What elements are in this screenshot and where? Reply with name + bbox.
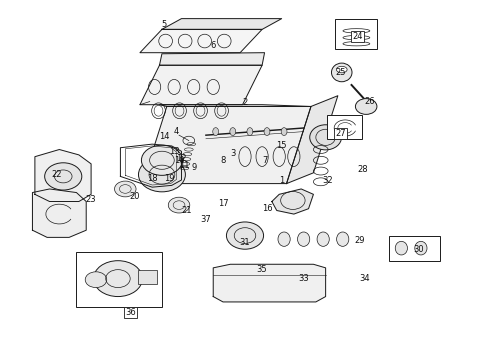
Text: 2: 2 xyxy=(243,98,247,107)
Text: 30: 30 xyxy=(413,246,424,255)
Polygon shape xyxy=(272,189,314,214)
Circle shape xyxy=(355,99,377,114)
Text: 29: 29 xyxy=(355,237,365,246)
Bar xyxy=(335,19,377,49)
Circle shape xyxy=(139,157,185,192)
Text: 25: 25 xyxy=(335,68,345,77)
Text: 22: 22 xyxy=(51,170,62,179)
Circle shape xyxy=(115,181,136,197)
Polygon shape xyxy=(140,65,262,105)
Bar xyxy=(389,235,441,261)
Text: 27: 27 xyxy=(335,129,345,138)
Circle shape xyxy=(94,261,143,297)
Text: 14: 14 xyxy=(159,132,170,141)
Text: 37: 37 xyxy=(200,215,211,224)
Text: 31: 31 xyxy=(240,238,250,247)
Text: 6: 6 xyxy=(211,41,216,50)
Polygon shape xyxy=(287,96,338,184)
Polygon shape xyxy=(159,53,265,65)
Ellipse shape xyxy=(278,232,290,246)
Text: 12: 12 xyxy=(176,154,187,163)
Text: 1: 1 xyxy=(279,176,284,185)
Ellipse shape xyxy=(336,66,347,73)
Ellipse shape xyxy=(264,128,270,135)
Ellipse shape xyxy=(331,63,352,82)
Polygon shape xyxy=(143,107,311,184)
Text: 4: 4 xyxy=(174,127,179,136)
Text: 13: 13 xyxy=(169,147,179,156)
Text: 5: 5 xyxy=(162,19,167,28)
Text: 8: 8 xyxy=(220,156,226,165)
Ellipse shape xyxy=(297,232,310,246)
Ellipse shape xyxy=(337,232,349,246)
Text: 23: 23 xyxy=(86,195,97,204)
Polygon shape xyxy=(35,149,91,202)
Text: 20: 20 xyxy=(130,192,140,201)
Ellipse shape xyxy=(310,125,342,150)
Text: 15: 15 xyxy=(276,141,287,150)
Ellipse shape xyxy=(395,241,408,255)
Circle shape xyxy=(226,222,264,249)
Text: 10: 10 xyxy=(174,156,184,165)
Ellipse shape xyxy=(213,128,219,135)
Ellipse shape xyxy=(247,128,253,135)
Text: 28: 28 xyxy=(357,165,368,174)
Polygon shape xyxy=(162,19,282,30)
Polygon shape xyxy=(32,189,86,237)
Text: 18: 18 xyxy=(147,174,157,183)
Text: 21: 21 xyxy=(181,206,192,215)
Polygon shape xyxy=(140,30,262,53)
Circle shape xyxy=(45,163,82,190)
Circle shape xyxy=(168,197,190,213)
Circle shape xyxy=(85,272,107,288)
Text: 26: 26 xyxy=(364,96,375,105)
Bar xyxy=(76,252,162,307)
Ellipse shape xyxy=(281,128,287,135)
Polygon shape xyxy=(213,264,326,302)
Text: 9: 9 xyxy=(191,163,196,172)
Text: 19: 19 xyxy=(164,174,174,183)
Text: 11: 11 xyxy=(179,161,189,170)
Text: 32: 32 xyxy=(323,176,333,185)
Text: 33: 33 xyxy=(298,274,309,283)
Bar xyxy=(138,270,157,284)
Ellipse shape xyxy=(415,241,427,255)
Text: 24: 24 xyxy=(352,32,363,41)
Bar xyxy=(327,116,362,139)
Text: 34: 34 xyxy=(359,274,370,283)
Text: 35: 35 xyxy=(257,265,268,274)
Polygon shape xyxy=(159,105,311,107)
Ellipse shape xyxy=(230,128,236,135)
Text: 17: 17 xyxy=(218,199,228,208)
Text: 3: 3 xyxy=(230,149,236,158)
Circle shape xyxy=(142,145,182,175)
Ellipse shape xyxy=(317,232,329,246)
Text: 36: 36 xyxy=(125,308,136,317)
Text: 7: 7 xyxy=(262,156,267,165)
Text: 16: 16 xyxy=(262,204,272,213)
